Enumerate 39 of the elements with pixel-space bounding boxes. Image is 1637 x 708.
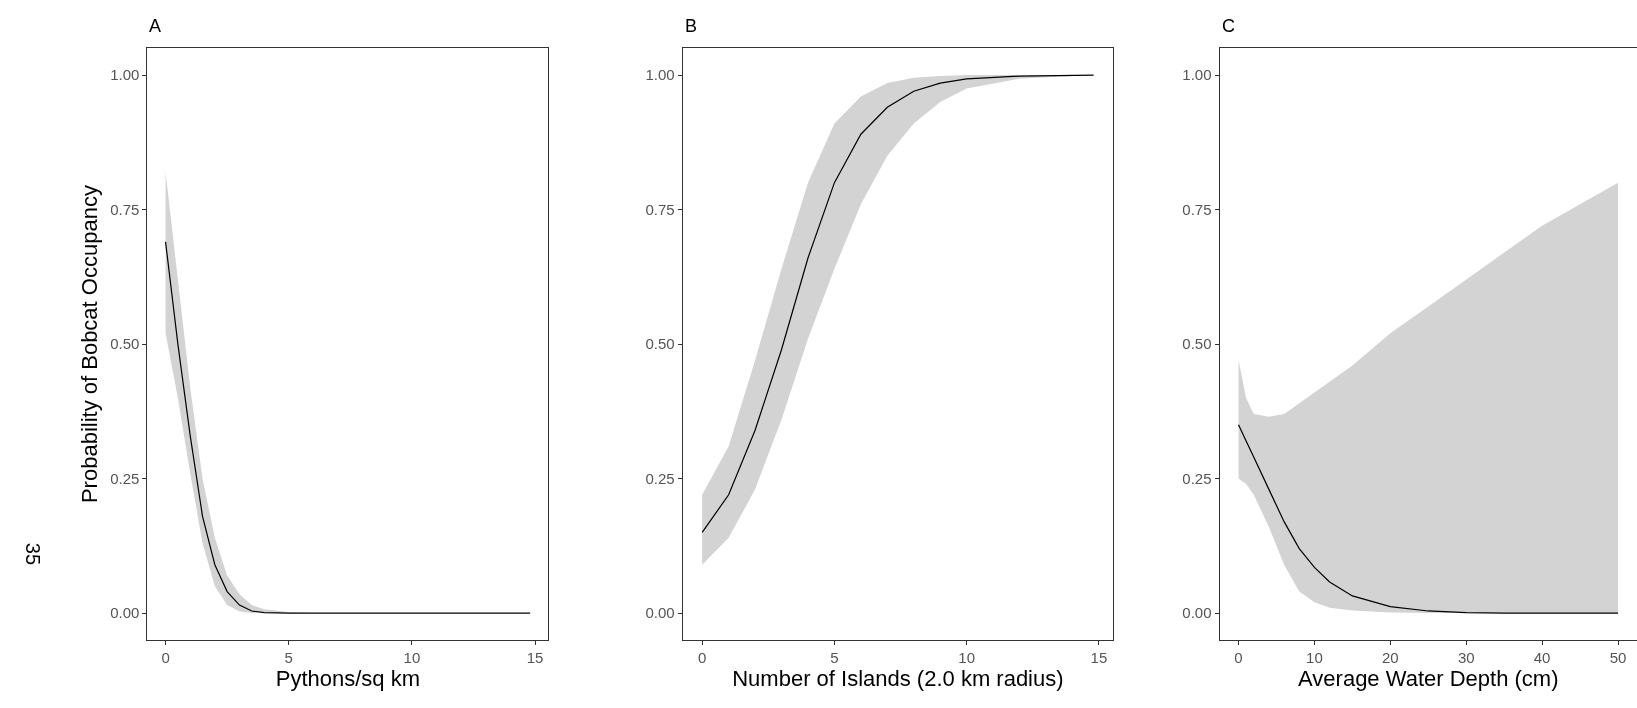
line-series	[1237, 424, 1619, 614]
y-tick-label: 1.00	[110, 66, 140, 84]
y-tick-label: 0.00	[110, 604, 140, 622]
chart-title: C	[1222, 16, 1235, 36]
line-series	[164, 241, 531, 614]
y-tick-label: 0.25	[645, 469, 675, 487]
x-tick-label: 40	[1533, 649, 1551, 667]
x-tick-label: 0	[698, 649, 707, 667]
x-tick-label: 15	[1090, 649, 1108, 667]
chart-title: B	[685, 16, 698, 36]
y-tick-label: 0.50	[110, 335, 140, 353]
y-tick-label: 0.50	[1182, 335, 1212, 353]
y-tick-label: 0.25	[1182, 469, 1212, 487]
x-tick-label: 15	[526, 649, 544, 667]
x-axis-title: Number of Islands (2.0 km radius)	[732, 666, 1064, 692]
x-tick-label: 10	[403, 649, 421, 667]
chart-title: A	[149, 16, 162, 36]
y-tick-label: 0.75	[110, 200, 140, 218]
y-tick-label: 1.00	[645, 66, 675, 84]
y-tick-label: 0.75	[1182, 200, 1212, 218]
y-axis-title: Probability of Bobcat Occupancy	[76, 185, 102, 504]
text: 35	[22, 542, 45, 566]
x-tick-label: 10	[1306, 649, 1323, 667]
x-tick-label: 5	[284, 649, 293, 667]
x-tick-label: 0	[1234, 649, 1243, 667]
y-tick-label: 0.00	[645, 604, 675, 622]
y-tick-label: 0.25	[110, 469, 140, 487]
y-tick-label: 0.00	[1182, 604, 1212, 622]
x-axis-title: Pythons/sq km	[275, 666, 420, 692]
x-tick-label: 30	[1457, 649, 1475, 667]
x-tick-label: 10	[958, 649, 975, 667]
x-tick-label: 5	[830, 649, 839, 667]
y-tick-label: 0.75	[645, 200, 675, 218]
x-tick-label: 0	[161, 649, 170, 667]
x-tick-label: 20	[1381, 649, 1399, 667]
y-tick-label: 0.50	[645, 335, 675, 353]
x-axis-title: Average Water Depth (cm)	[1298, 666, 1559, 692]
y-tick-label: 1.00	[1182, 66, 1212, 84]
x-tick-label: 50	[1609, 649, 1627, 667]
